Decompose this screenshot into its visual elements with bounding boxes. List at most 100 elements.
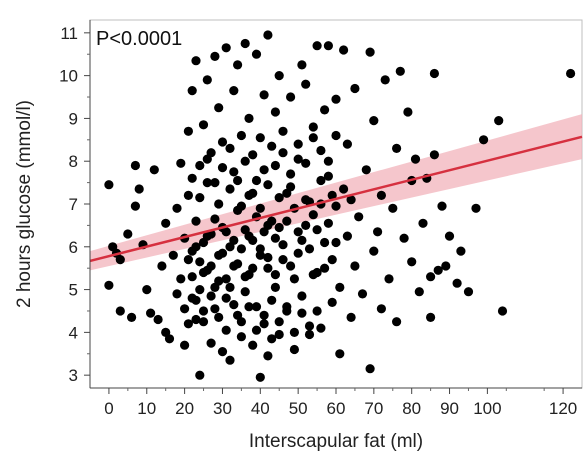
- x-tick-label: 60: [327, 399, 346, 418]
- data-point: [259, 165, 269, 175]
- data-point: [350, 261, 360, 271]
- data-point: [217, 137, 228, 147]
- data-point: [236, 317, 246, 327]
- data-point: [323, 156, 333, 166]
- data-point: [267, 216, 277, 226]
- data-point: [248, 340, 258, 350]
- data-point: [293, 227, 303, 237]
- data-point: [395, 66, 405, 76]
- data-point: [323, 41, 333, 51]
- data-point: [195, 193, 205, 203]
- data-point: [157, 261, 167, 271]
- data-point: [259, 319, 269, 329]
- data-point: [115, 306, 125, 316]
- data-point: [229, 86, 239, 96]
- data-point: [236, 332, 246, 342]
- y-tick-label: 4: [69, 323, 78, 342]
- data-point: [270, 160, 280, 171]
- data-point: [278, 126, 288, 136]
- data-point: [146, 308, 156, 318]
- data-point: [248, 150, 258, 160]
- data-point: [195, 257, 205, 267]
- data-point: [233, 60, 243, 70]
- data-point: [456, 246, 466, 256]
- data-point: [342, 139, 352, 149]
- data-point: [286, 92, 296, 102]
- data-point: [308, 210, 318, 220]
- data-point: [191, 216, 201, 226]
- data-point: [282, 216, 292, 226]
- data-point: [233, 175, 243, 186]
- data-point: [327, 297, 337, 307]
- data-point: [115, 255, 125, 265]
- data-point: [206, 338, 216, 348]
- data-point: [251, 302, 262, 312]
- data-point: [214, 312, 224, 322]
- data-point: [320, 263, 330, 273]
- data-point: [388, 203, 398, 213]
- data-point: [441, 261, 451, 271]
- x-tick-label: 0: [104, 399, 113, 418]
- data-point: [183, 190, 193, 200]
- data-point: [444, 231, 455, 241]
- data-point: [263, 351, 273, 361]
- data-point: [331, 130, 341, 141]
- data-point: [255, 244, 265, 254]
- data-point: [198, 267, 209, 278]
- data-point: [274, 71, 284, 81]
- data-point: [180, 340, 190, 350]
- y-tick-label: 10: [59, 67, 78, 86]
- data-point: [297, 291, 307, 301]
- data-point: [433, 265, 443, 275]
- data-point: [236, 201, 246, 211]
- data-point: [304, 329, 315, 340]
- data-point: [221, 325, 231, 335]
- data-point: [183, 126, 193, 136]
- data-point: [278, 148, 288, 158]
- data-point: [289, 344, 299, 355]
- data-point: [217, 163, 228, 173]
- data-point: [168, 250, 178, 260]
- fit-line: [89, 135, 583, 263]
- data-point: [202, 75, 212, 85]
- data-point: [225, 143, 235, 153]
- data-point: [187, 86, 197, 96]
- data-point: [342, 231, 352, 241]
- data-point: [384, 274, 394, 284]
- data-point: [293, 154, 303, 164]
- data-point: [210, 51, 220, 62]
- data-point: [217, 347, 228, 357]
- data-point: [206, 291, 216, 301]
- data-point: [255, 133, 265, 143]
- data-point: [267, 295, 277, 305]
- x-tick-label: 100: [473, 399, 501, 418]
- data-point: [426, 272, 436, 282]
- data-point: [236, 130, 246, 141]
- data-point: [369, 246, 379, 256]
- data-point: [225, 355, 235, 365]
- data-point: [327, 255, 337, 265]
- data-point: [312, 306, 322, 316]
- data-point: [407, 257, 417, 267]
- data-point: [259, 90, 269, 100]
- data-point: [202, 178, 212, 188]
- data-point: [426, 312, 436, 322]
- data-point: [244, 302, 254, 312]
- x-ticks: 0 10 20 30 40 50 60 70 80 90 100 120: [104, 388, 577, 418]
- data-point: [263, 30, 273, 40]
- data-point: [164, 334, 175, 344]
- data-point: [251, 49, 262, 59]
- data-point: [240, 287, 250, 297]
- data-point: [297, 60, 307, 70]
- data-point: [270, 270, 280, 280]
- data-point: [221, 43, 231, 53]
- data-point: [259, 227, 269, 237]
- data-point: [494, 116, 504, 126]
- data-point: [308, 133, 318, 143]
- data-point: [198, 306, 209, 316]
- data-point: [134, 184, 144, 194]
- data-point: [176, 274, 186, 284]
- data-point: [195, 285, 205, 295]
- x-tick-label: 90: [440, 399, 459, 418]
- data-point: [195, 160, 205, 171]
